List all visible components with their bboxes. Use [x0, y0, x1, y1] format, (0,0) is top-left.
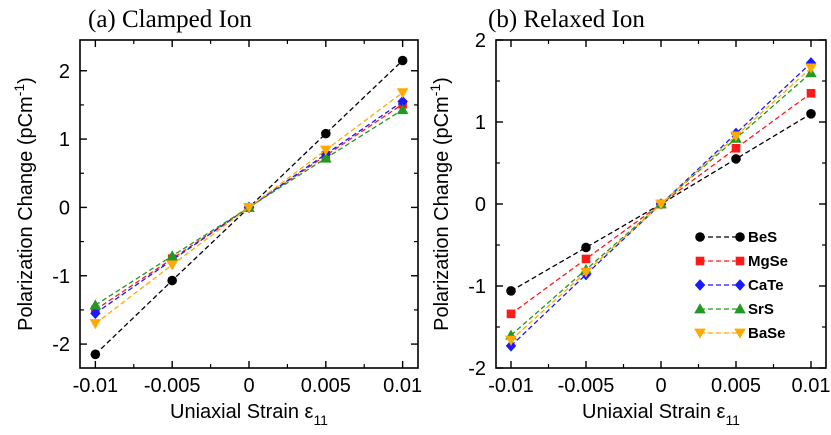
y-axis-label-main: Polarization Change (pCm — [431, 96, 453, 331]
series-line-bes — [510, 113, 812, 292]
series-base — [89, 88, 409, 330]
x-tick-label: 0.005 — [711, 375, 761, 397]
y-tick-label: -2 — [468, 358, 486, 380]
data-point-mgse — [731, 143, 741, 153]
data-point-base — [505, 335, 517, 346]
legend-item-srs: SrS — [694, 301, 774, 318]
data-point-bes — [90, 349, 101, 360]
data-point-bes — [167, 275, 177, 286]
x-tick-label: -0.005 — [558, 375, 615, 397]
y-axis-label-superscript: -1 — [427, 84, 443, 97]
legend-marker — [734, 303, 746, 314]
x-axis-label: Uniaxial Strain ε11 — [582, 401, 740, 428]
x-tick-label: 0.01 — [383, 375, 422, 397]
y-tick-label: -1 — [52, 266, 70, 288]
y-tick-label: 1 — [475, 112, 486, 134]
legend-label: CaTe — [748, 277, 784, 294]
x-tick-label: 0 — [243, 375, 254, 397]
legend-marker — [695, 256, 705, 266]
series-base — [505, 63, 817, 346]
legend-item-bes: BeS — [695, 229, 777, 246]
data-point-bes — [506, 286, 516, 296]
legend-marker — [735, 256, 745, 266]
legend-item-mgse: MgSe — [695, 253, 788, 270]
legend-label: MgSe — [748, 253, 788, 270]
legend-item-base: BaSe — [694, 325, 786, 342]
data-point-mgse — [581, 254, 591, 264]
legend-marker — [694, 303, 706, 314]
x-tick-label: 0.005 — [301, 375, 351, 397]
data-point-base — [320, 145, 332, 156]
x-axis-label-subscript: 11 — [313, 412, 328, 428]
legend-label: SrS — [748, 301, 774, 318]
x-tick-label: -0.01 — [73, 375, 119, 397]
x-axis-label-main: Uniaxial Strain ε — [582, 401, 726, 423]
data-point-bes — [397, 55, 408, 66]
y-axis-label: Polarization Change (pCm-1) — [427, 77, 453, 331]
y-tick-label: 1 — [59, 129, 70, 151]
data-point-cate — [397, 95, 408, 108]
data-point-srs — [320, 152, 332, 163]
x-axis-label-main: Uniaxial Strain ε — [170, 401, 314, 423]
y-tick-label: -1 — [468, 276, 486, 298]
chart-panel-b: (b) Relaxed Ion -0.01 -0.005 0 0.005 0.01 -2 -1… — [427, 6, 830, 428]
data-point-base — [243, 203, 255, 214]
data-point-bes — [581, 242, 591, 253]
legend-label: BeS — [748, 229, 777, 246]
data-point-base — [805, 63, 817, 74]
legend-marker — [694, 328, 706, 339]
x-tick-label: -0.005 — [144, 375, 201, 397]
data-point-cate — [90, 307, 101, 320]
legend-marker — [694, 279, 706, 291]
legend-marker — [695, 232, 705, 242]
y-tick-label: 2 — [59, 61, 70, 83]
y-axis-label-close: ) — [431, 77, 453, 84]
y-axis-label-close: ) — [15, 77, 37, 84]
data-point-srs — [166, 250, 178, 261]
x-tick-label: 0.01 — [792, 375, 831, 397]
legend-item-cate: CaTe — [694, 277, 784, 294]
data-point-base — [166, 260, 178, 271]
x-axis-label: Uniaxial Strain ε11 — [170, 401, 328, 428]
y-tick-label: 0 — [475, 194, 486, 216]
data-point-bes — [806, 109, 816, 119]
chart-title: (b) Relaxed Ion — [488, 6, 645, 33]
legend-label: BaSe — [748, 325, 786, 342]
data-point-mgse — [806, 89, 816, 98]
chart-panel-a: (a) Clamped Ion -0.01 -0.005 0 0.005 0.01 -2 -1… — [11, 6, 422, 428]
legend: BeS MgSe CaTe SrS BaSe — [694, 229, 788, 342]
data-point-bes — [731, 154, 741, 164]
series-line-srs — [95, 109, 403, 306]
data-point-srs — [89, 299, 102, 310]
y-tick-label: 2 — [475, 30, 486, 52]
series-line-srs — [510, 72, 812, 336]
x-tick-label: 0 — [655, 375, 666, 397]
data-point-cate — [505, 340, 517, 352]
data-point-mgse — [506, 309, 516, 319]
y-axis-label-main: Polarization Change (pCm — [15, 96, 37, 331]
data-point-base — [89, 319, 102, 330]
x-tick-label: -0.01 — [488, 375, 534, 397]
legend-marker — [735, 232, 745, 242]
y-axis-label-superscript: -1 — [11, 84, 27, 97]
data-point-bes — [321, 128, 331, 139]
x-axis-label-subscript: 11 — [725, 412, 740, 428]
data-point-srs — [396, 104, 409, 115]
y-axis-label: Polarization Change (pCm-1) — [11, 77, 37, 331]
chart-title: (a) Clamped Ion — [88, 6, 252, 33]
data-point-base — [396, 88, 409, 99]
legend-marker — [734, 279, 746, 291]
legend-marker — [734, 328, 746, 339]
data-point-base — [655, 199, 667, 210]
data-point-base — [580, 267, 592, 278]
data-point-base — [730, 131, 742, 142]
y-tick-label: -2 — [52, 334, 70, 356]
y-tick-label: 0 — [59, 197, 70, 219]
